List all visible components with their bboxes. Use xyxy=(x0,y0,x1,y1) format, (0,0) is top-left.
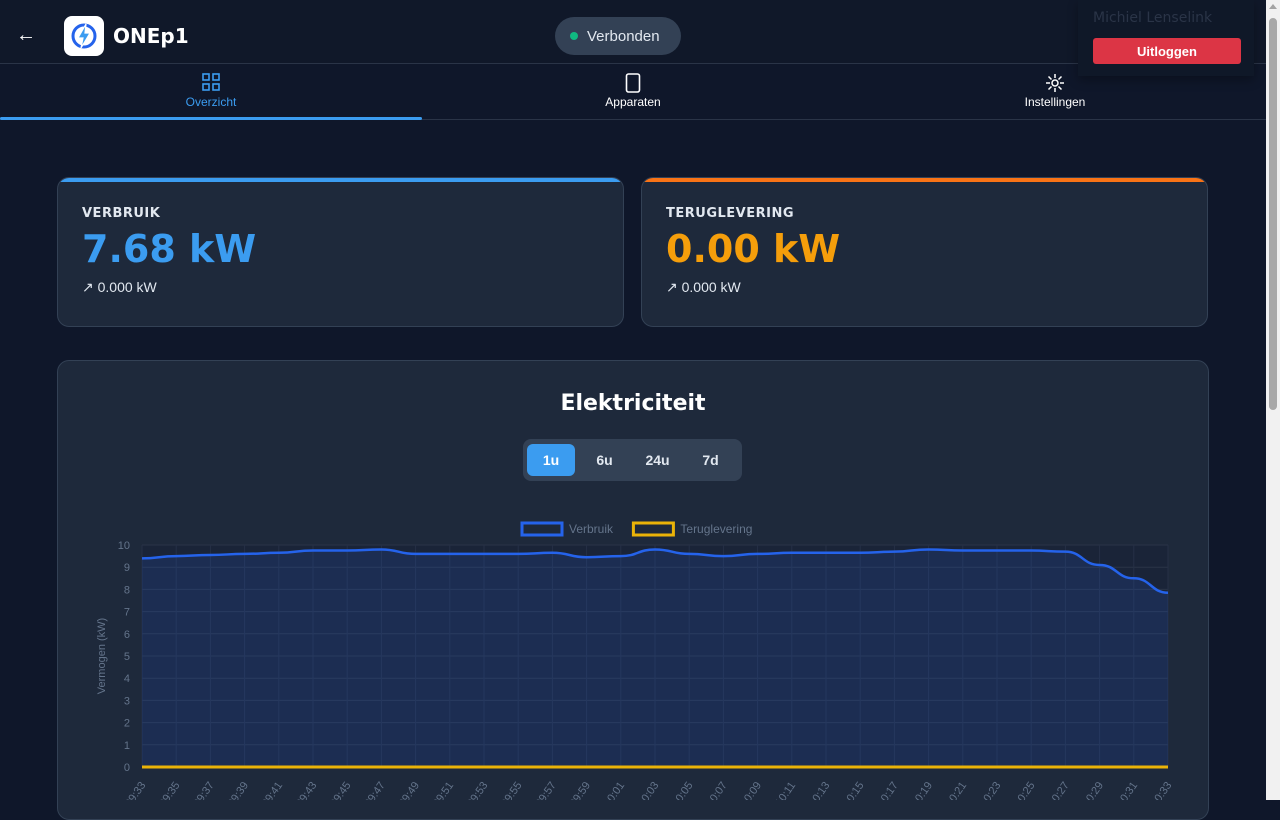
card-accent-bar xyxy=(58,178,623,182)
app-name: ONEp1 xyxy=(113,24,189,48)
scrollbar[interactable] xyxy=(1266,0,1280,800)
range-selector: 1u 6u 24u 7d xyxy=(523,439,742,481)
card-label: VERBRUIK xyxy=(82,206,161,221)
x-tick-label: 09:59 xyxy=(567,780,593,800)
range-24u-button[interactable]: 24u xyxy=(645,452,670,468)
chart-title: Elektriciteit xyxy=(560,391,706,416)
y-tick-label: 10 xyxy=(118,540,130,552)
card-sub: ↗ 0.000 kW xyxy=(82,279,157,295)
y-tick-label: 1 xyxy=(124,740,130,752)
y-tick-label: 7 xyxy=(124,607,130,619)
x-tick-label: 09:39 xyxy=(225,780,251,800)
y-tick-label: 4 xyxy=(124,673,130,685)
y-tick-label: 9 xyxy=(124,562,130,574)
y-axis-label: Vermogen (kW) xyxy=(96,618,108,694)
x-tick-label: 09:37 xyxy=(191,780,217,800)
x-tick-label: 10:03 xyxy=(636,780,662,800)
card-value: 7.68 kW xyxy=(82,227,257,271)
tab-label: Instellingen xyxy=(1024,95,1086,109)
app-header: ← ONEp1 Verbonden xyxy=(0,0,1266,64)
connection-status-badge: Verbonden xyxy=(555,17,681,55)
range-6u-button[interactable]: 6u xyxy=(596,452,613,468)
user-name: Michiel Lenselink xyxy=(1093,10,1213,26)
x-tick-label: 09:53 xyxy=(465,780,491,800)
scrollbar-thumb[interactable] xyxy=(1269,18,1277,410)
x-tick-label: 10:13 xyxy=(807,780,833,800)
y-tick-label: 8 xyxy=(124,584,130,596)
main-tabs: Overzicht Apparaten Instellingen xyxy=(0,64,1266,120)
x-tick-label: 10:29 xyxy=(1080,780,1106,800)
x-tick-label: 10:31 xyxy=(1115,780,1141,800)
tab-label: Overzicht xyxy=(185,95,237,109)
x-tick-label: 09:57 xyxy=(533,780,559,800)
power-chart: 0 1 2 3 4 5 6 7 8 9 10 09:33 09:35 09:37 09:39 09:41 09:… xyxy=(96,521,1175,800)
x-tick-label: 10:07 xyxy=(704,780,730,800)
x-tick-label: 10:09 xyxy=(738,780,764,800)
x-tick-label: 10:19 xyxy=(909,780,935,800)
card-accent-bar xyxy=(642,178,1207,182)
tab-overzicht[interactable]: Overzicht xyxy=(0,64,422,120)
x-tick-label: 10:17 xyxy=(875,780,901,800)
x-tick-label: 10:33 xyxy=(1149,780,1175,800)
app-logo xyxy=(64,16,104,56)
x-tick-label: 10:23 xyxy=(978,780,1004,800)
legend-label: Verbruik xyxy=(569,522,614,536)
x-tick-label: 10:01 xyxy=(602,780,628,800)
x-tick-label: 09:51 xyxy=(431,780,457,800)
x-tick-label: 09:47 xyxy=(362,780,388,800)
y-tick-label: 0 xyxy=(124,762,130,774)
x-tick-label: 09:33 xyxy=(123,780,149,800)
tab-instellingen[interactable]: Instellingen xyxy=(844,64,1266,119)
legend-swatch xyxy=(631,521,675,537)
x-tick-label: 10:25 xyxy=(1012,780,1038,800)
card-value: 0.00 kW xyxy=(666,227,841,271)
y-tick-label: 3 xyxy=(124,695,130,707)
back-arrow-icon[interactable]: ← xyxy=(16,24,36,46)
range-1u-button[interactable]: 1u xyxy=(527,444,575,476)
scroll-up-icon[interactable] xyxy=(1269,4,1277,9)
x-tick-label: 10:21 xyxy=(944,780,970,800)
x-tick-label: 10:27 xyxy=(1046,780,1072,800)
x-tick-label: 09:43 xyxy=(294,780,320,800)
legend-swatch xyxy=(520,521,564,537)
y-tick-label: 6 xyxy=(124,629,130,641)
range-7d-button[interactable]: 7d xyxy=(702,452,719,468)
grid-icon xyxy=(202,73,220,95)
user-menu: Michiel Lenselink Uitloggen xyxy=(1078,0,1254,76)
tab-apparaten[interactable]: Apparaten xyxy=(422,64,844,119)
x-tick-label: 09:45 xyxy=(328,780,354,800)
x-tick-label: 10:05 xyxy=(670,780,696,800)
tab-label: Apparaten xyxy=(605,95,661,109)
series-line-verbruik xyxy=(141,548,1169,594)
teruglevering-card: TERUGLEVERING 0.00 kW ↗ 0.000 kW xyxy=(641,177,1208,327)
verbruik-card: VERBRUIK 7.68 kW ↗ 0.000 kW xyxy=(57,177,624,327)
x-tick-label: 09:41 xyxy=(260,780,286,800)
x-tick-label: 09:49 xyxy=(396,780,422,800)
legend-label: Teruglevering xyxy=(680,522,752,536)
x-tick-label: 10:11 xyxy=(773,780,798,800)
device-icon xyxy=(625,73,641,95)
logout-button[interactable]: Uitloggen xyxy=(1093,38,1241,64)
y-tick-label: 5 xyxy=(124,651,130,663)
x-tick-label: 09:35 xyxy=(157,780,183,800)
series-area-verbruik xyxy=(142,549,1168,767)
x-tick-label: 09:55 xyxy=(499,780,525,800)
x-tick-label: 10:15 xyxy=(841,780,867,800)
card-sub: ↗ 0.000 kW xyxy=(666,279,741,295)
settings-icon xyxy=(1045,73,1065,95)
card-label: TERUGLEVERING xyxy=(666,206,794,221)
status-text: Verbonden xyxy=(587,27,660,45)
status-dot-icon xyxy=(570,32,578,40)
y-tick-label: 2 xyxy=(124,718,130,730)
